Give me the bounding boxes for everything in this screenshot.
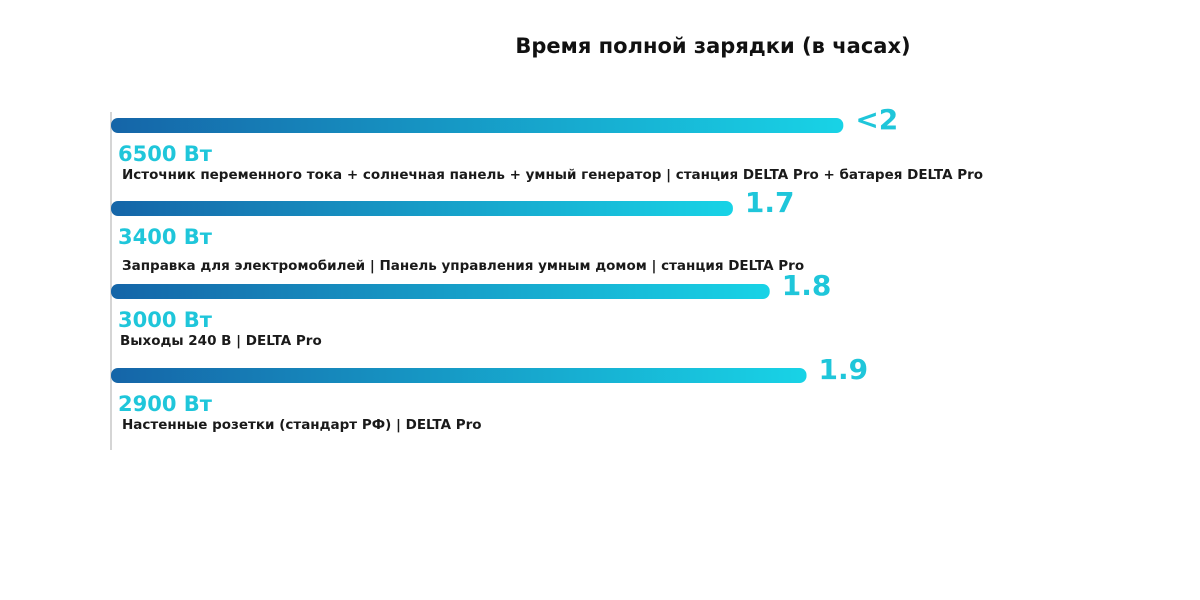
bar-4: [111, 368, 807, 383]
category-label-2: Заправка для электромобилей | Панель упр…: [122, 258, 805, 274]
category-label-1: Источник переменного тока + солнечная па…: [122, 167, 984, 183]
power-label-3: 3000 Вт: [118, 308, 212, 332]
bar-value-label-1: <2: [855, 103, 898, 136]
bar-1: [111, 118, 844, 133]
bar-value-label-4: 1.9: [819, 353, 869, 386]
category-label-3: Выходы 240 В | DELTA Pro: [120, 333, 322, 349]
bar-value-label-3: 1.8: [782, 269, 832, 302]
chart-title: Время полной зарядки (в часах): [515, 34, 911, 58]
bar-3: [111, 284, 770, 299]
bar-value-label-2: 1.7: [745, 186, 795, 219]
power-label-1: 6500 Вт: [118, 142, 212, 166]
y-axis-line: [110, 112, 112, 450]
bar-2: [111, 201, 733, 216]
power-label-4: 2900 Вт: [118, 392, 212, 416]
power-label-2: 3400 Вт: [118, 225, 212, 249]
category-label-4: Настенные розетки (стандарт РФ) | DELTA …: [122, 417, 482, 433]
